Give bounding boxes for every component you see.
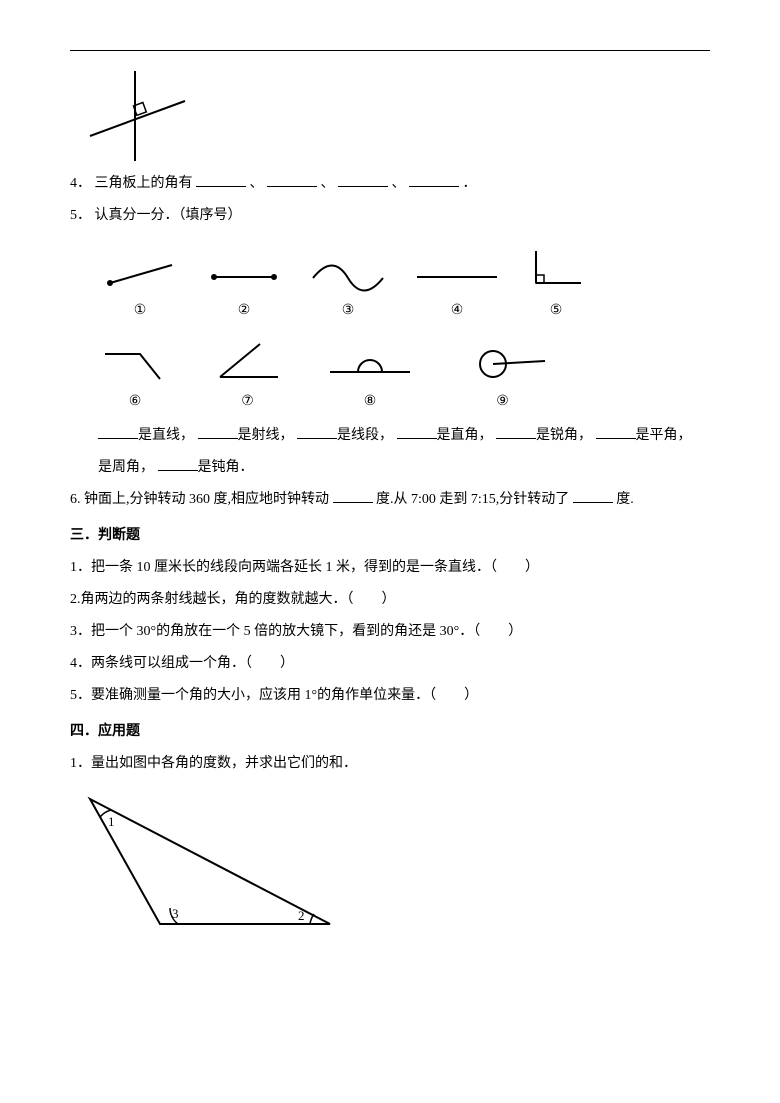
blank <box>397 424 437 439</box>
blank <box>158 456 198 471</box>
t: 是直角， <box>437 428 493 443</box>
fig-4: ④ <box>412 253 502 325</box>
fig-label: ⑨ <box>455 388 550 416</box>
judge-2: 2.角两边的两条射线越长，角的度数就越大．（ ） <box>70 586 710 614</box>
fig-label: ② <box>204 297 284 325</box>
sep: 、 <box>392 176 406 191</box>
fig-7: ⑦ <box>210 339 285 416</box>
t: 是线段， <box>337 428 393 443</box>
apply-1: 1．量出如图中各角的度数，并求出它们的和． <box>70 750 710 778</box>
fig-8: ⑧ <box>325 344 415 416</box>
fig-9: ⑨ <box>455 339 550 416</box>
section-4-title: 四．应用题 <box>70 718 710 746</box>
q6-a: 钟面上,分钟转动 360 度,相应地时钟转动 <box>84 492 329 507</box>
blank <box>496 424 536 439</box>
n: 5． <box>70 688 91 703</box>
q6-b: 度.从 7:00 走到 7:15,分针转动了 <box>376 492 569 507</box>
t: 是周角， <box>98 460 154 475</box>
q5-num: 5． <box>70 208 91 223</box>
q6-c: 度. <box>616 492 634 507</box>
blank <box>297 424 337 439</box>
q5-text: 认真分一分．（填序号） <box>95 208 242 223</box>
question-5: 5． 认真分一分．（填序号） <box>70 202 710 230</box>
t: 把一条 10 厘米长的线段向两端各延长 1 米，得到的是一条直线．（ ） <box>91 560 539 575</box>
end: ． <box>463 176 477 191</box>
fig-label: ④ <box>412 297 502 325</box>
fig-label: ⑥ <box>100 388 170 416</box>
judge-3: 3．把一个 30°的角放在一个 5 倍的放大镜下，看到的角还是 30°．（ ） <box>70 618 710 646</box>
judge-5: 5．要准确测量一个角的大小，应该用 1°的角作单位来量．（ ） <box>70 682 710 710</box>
fig-5: ⑤ <box>526 248 586 325</box>
blank <box>267 172 317 187</box>
t: 是射线， <box>238 428 294 443</box>
n: 1． <box>70 756 91 771</box>
blank <box>338 172 388 187</box>
fig-3: ③ <box>308 253 388 325</box>
t: 角两边的两条射线越长，角的度数就越大．（ ） <box>81 592 396 607</box>
figure-perpendicular <box>80 66 710 166</box>
fig-1: ① <box>100 253 180 325</box>
t: 是锐角， <box>536 428 592 443</box>
t: 是平角， <box>636 428 692 443</box>
figure-row-1: ① ② ③ ④ ⑤ <box>100 248 710 325</box>
blank <box>573 488 613 503</box>
sep: 、 <box>321 176 335 191</box>
fig-2: ② <box>204 253 284 325</box>
fig-6: ⑥ <box>100 344 170 416</box>
t: 把一个 30°的角放在一个 5 倍的放大镜下，看到的角还是 30°．（ ） <box>91 624 522 639</box>
n: 3． <box>70 624 91 639</box>
t: 是钝角． <box>198 460 254 475</box>
svg-text:3: 3 <box>172 906 179 921</box>
sep: 、 <box>250 176 264 191</box>
fig-label: ⑧ <box>325 388 415 416</box>
question-4: 4． 三角板上的角有 、 、 、 ． <box>70 170 710 198</box>
q4-num: 4． <box>70 176 91 191</box>
blank <box>198 424 238 439</box>
n: 1． <box>70 560 91 575</box>
blank <box>98 424 138 439</box>
svg-text:1: 1 <box>108 814 115 829</box>
blank <box>333 488 373 503</box>
q4-text: 三角板上的角有 <box>95 176 193 191</box>
q5-fill-line2: 是周角， 是钝角． <box>98 454 710 482</box>
t: 要准确测量一个角的大小，应该用 1°的角作单位来量．（ ） <box>91 688 478 703</box>
blank <box>196 172 246 187</box>
t: 是直线， <box>138 428 194 443</box>
blank <box>596 424 636 439</box>
fig-label: ⑤ <box>526 297 586 325</box>
figure-triangle: 1 3 2 <box>70 784 710 944</box>
svg-text:2: 2 <box>298 908 305 923</box>
n: 4． <box>70 656 91 671</box>
n: 2. <box>70 592 81 607</box>
figure-row-2: ⑥ ⑦ ⑧ ⑨ <box>100 339 710 416</box>
judge-1: 1．把一条 10 厘米长的线段向两端各延长 1 米，得到的是一条直线．（ ） <box>70 554 710 582</box>
question-6: 6. 钟面上,分钟转动 360 度,相应地时钟转动 度.从 7:00 走到 7:… <box>70 486 710 514</box>
blank <box>409 172 459 187</box>
fig-label: ③ <box>308 297 388 325</box>
page-divider <box>70 50 710 51</box>
q6-num: 6. <box>70 492 81 507</box>
t: 两条线可以组成一个角．（ ） <box>91 656 294 671</box>
fig-label: ⑦ <box>210 388 285 416</box>
fig-label: ① <box>100 297 180 325</box>
section-3-title: 三．判断题 <box>70 522 710 550</box>
judge-4: 4．两条线可以组成一个角．（ ） <box>70 650 710 678</box>
t: 量出如图中各角的度数，并求出它们的和． <box>91 756 357 771</box>
q5-fill-line1: 是直线， 是射线， 是线段， 是直角， 是锐角， 是平角， <box>98 422 710 450</box>
